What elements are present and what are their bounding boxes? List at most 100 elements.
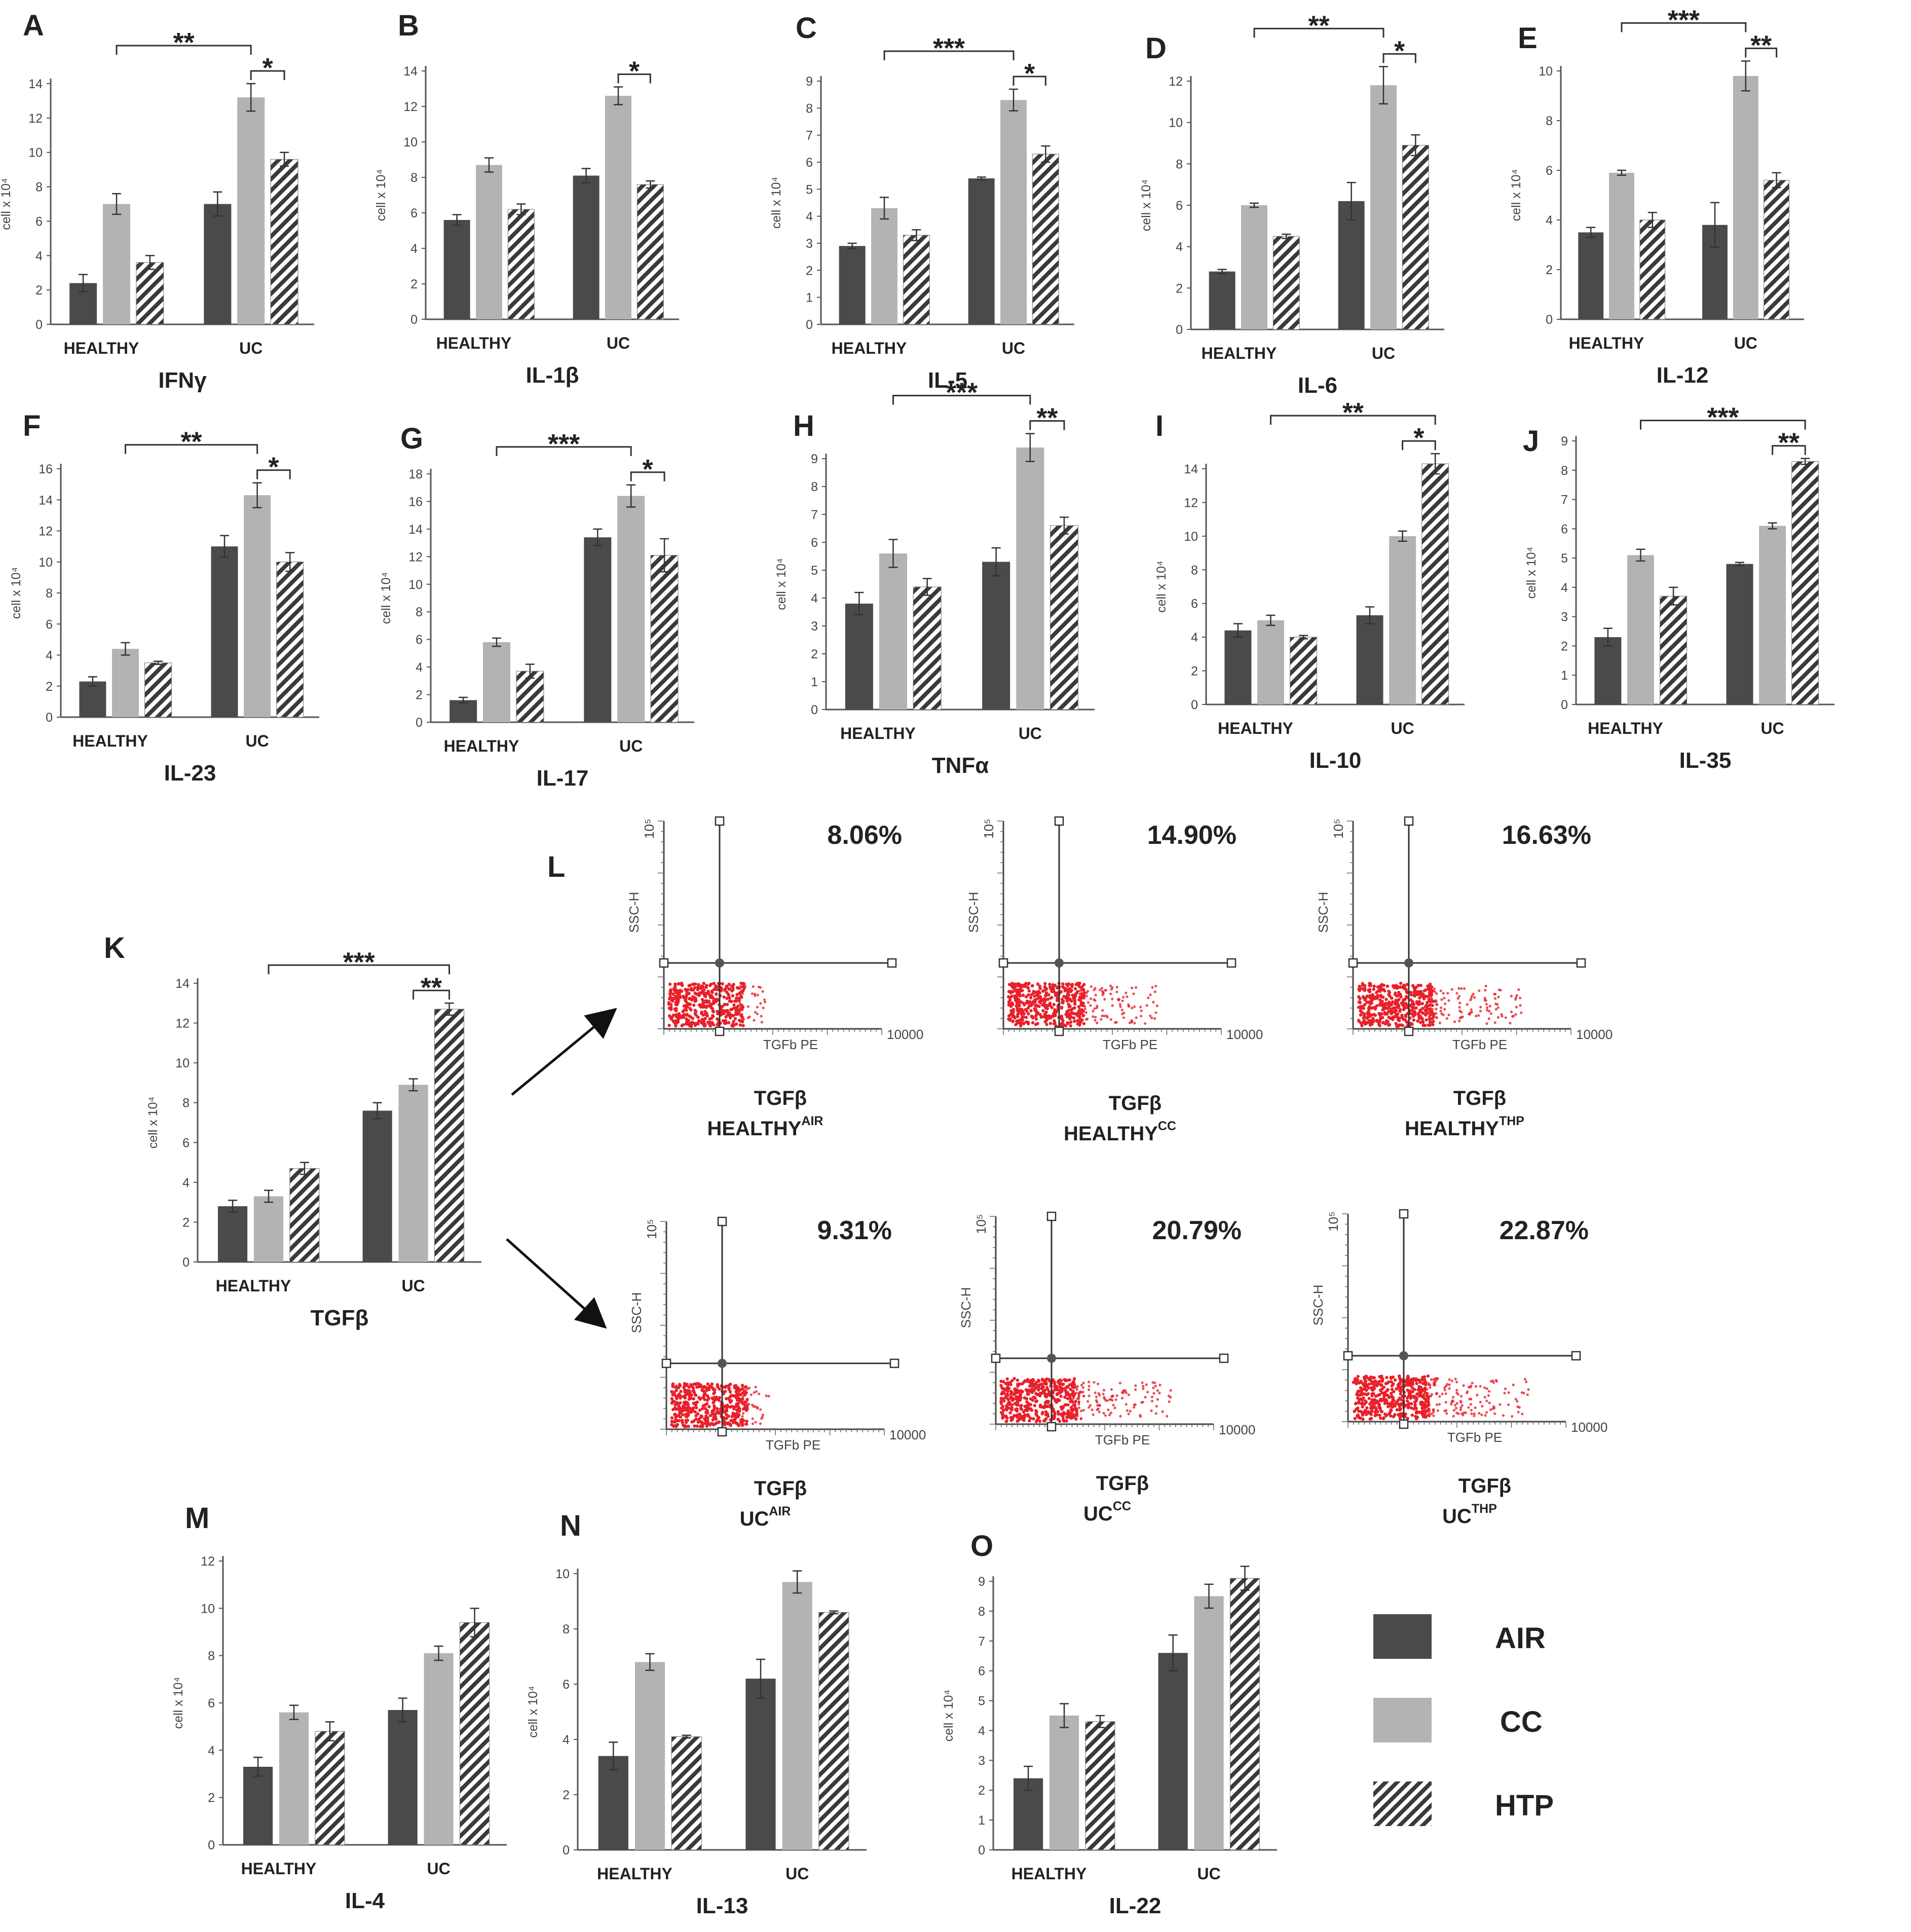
event-dot — [1406, 1403, 1410, 1406]
event-dot — [725, 1413, 728, 1417]
significance-bracket — [250, 70, 285, 80]
event-dot — [1371, 1017, 1375, 1020]
event-dot — [724, 1386, 727, 1389]
event-dot — [1093, 988, 1096, 991]
event-dot — [677, 1407, 681, 1411]
event-dot — [1492, 1381, 1495, 1384]
event-dot — [1407, 1391, 1411, 1395]
event-dot — [1390, 1384, 1394, 1388]
event-dot — [1410, 1414, 1414, 1417]
category-label-healthy: HEALTHY — [1011, 1865, 1087, 1883]
event-dot — [1154, 1412, 1157, 1415]
flow-superscript: CC — [1113, 1499, 1131, 1513]
event-dot — [686, 1410, 690, 1414]
event-dot — [1085, 1018, 1088, 1021]
flow-title: TGFβ — [1453, 1087, 1506, 1109]
event-dot — [1036, 1022, 1039, 1025]
event-dot — [1494, 1002, 1497, 1006]
gate-handle — [1404, 1026, 1414, 1036]
event-dot — [713, 1416, 717, 1420]
event-dot — [704, 1414, 708, 1418]
event-dot — [669, 990, 673, 994]
bar-htp-healthy — [516, 671, 544, 723]
event-dot — [1409, 1396, 1412, 1400]
category-label-uc: UC — [607, 334, 630, 352]
event-dot — [727, 1384, 731, 1388]
event-dot — [1398, 1416, 1402, 1420]
event-dot — [1010, 1391, 1014, 1395]
event-dot — [1015, 1395, 1019, 1399]
legend-swatch-air — [1373, 1614, 1432, 1659]
flow-superscript: AIR — [801, 1114, 823, 1128]
flow-y-label: SSC-H — [958, 1287, 973, 1328]
y-tick-label: 4 — [806, 210, 813, 224]
event-dot — [1493, 1021, 1496, 1024]
y-tick-label: 7 — [811, 508, 818, 522]
event-dot — [697, 1019, 701, 1023]
event-dot — [1459, 1395, 1463, 1398]
event-dot — [741, 992, 744, 995]
category-label-healthy: HEALTHY — [72, 732, 148, 750]
event-dot — [1382, 1008, 1385, 1011]
event-dot — [737, 1408, 741, 1411]
event-dot — [1073, 1019, 1076, 1023]
event-dot — [1489, 1012, 1493, 1015]
event-dot — [1109, 1411, 1112, 1415]
event-dot — [1044, 1010, 1048, 1014]
event-dot — [1052, 1396, 1056, 1400]
y-tick-label: 12 — [1184, 496, 1198, 510]
significance-bracket — [617, 73, 651, 84]
event-dot — [1049, 996, 1053, 1000]
gate-handle — [1343, 1351, 1353, 1361]
event-dot — [1357, 1415, 1360, 1419]
event-dot — [735, 1415, 739, 1418]
flow-subtitle: HEALTHYCC — [1064, 1119, 1176, 1145]
event-dot — [695, 1424, 699, 1428]
event-dot — [715, 998, 719, 1002]
event-dot — [1365, 1000, 1369, 1004]
event-dot — [1035, 1385, 1039, 1389]
event-dot — [1155, 1405, 1158, 1408]
event-dot — [1502, 1414, 1505, 1417]
event-dot — [1022, 1419, 1026, 1422]
event-dot — [1060, 1006, 1064, 1010]
bar-htp-uc — [1050, 525, 1078, 710]
event-dot — [1477, 1014, 1480, 1017]
y-tick-label: 14 — [175, 977, 190, 991]
event-dot — [1365, 1406, 1369, 1410]
event-dot — [1060, 1387, 1064, 1391]
event-dot — [677, 982, 680, 986]
chart-title: IL-17 — [537, 766, 589, 791]
event-dot — [1370, 1013, 1373, 1017]
event-dot — [1420, 1017, 1424, 1021]
event-dot — [673, 984, 677, 988]
event-dot — [1043, 1392, 1046, 1395]
event-dot — [671, 1407, 675, 1411]
event-dot — [731, 1411, 735, 1415]
event-dot — [678, 1411, 682, 1416]
event-dot — [1092, 1413, 1095, 1416]
event-dot — [1479, 1385, 1482, 1388]
y-tick-label: 14 — [403, 64, 418, 79]
event-dot — [1473, 1412, 1476, 1416]
flow-x-label: TGFb PE — [1447, 1430, 1502, 1445]
event-dot — [1028, 1000, 1032, 1004]
percentage-label: 16.63% — [1502, 821, 1591, 850]
event-dot — [697, 1385, 701, 1389]
event-dot — [682, 1395, 685, 1398]
event-dot — [1133, 1022, 1136, 1025]
bar-htp-uc — [1402, 145, 1429, 330]
event-dot — [1435, 1377, 1438, 1380]
flow-x-max: 10000 — [1576, 1027, 1613, 1042]
percentage-label: 22.87% — [1500, 1216, 1589, 1245]
event-dot — [1405, 983, 1409, 986]
event-dot — [1374, 1394, 1378, 1398]
event-dot — [1017, 1390, 1021, 1394]
event-dot — [673, 1413, 677, 1417]
event-dot — [1002, 1380, 1005, 1384]
event-dot — [681, 1014, 685, 1018]
panel-label-B: B — [398, 9, 419, 42]
bar-cc-healthy — [1049, 1716, 1079, 1850]
event-dot — [1048, 987, 1053, 990]
event-dot — [1456, 997, 1459, 1000]
